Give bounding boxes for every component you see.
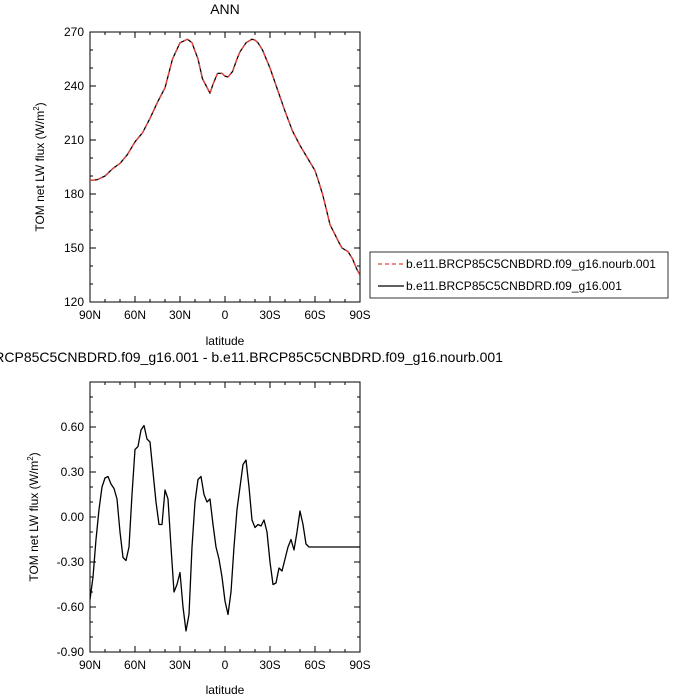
y-tick-label: 180 [64, 187, 84, 201]
top-series-layer [89, 38, 361, 276]
bottom-x-axis-label: latitude [206, 683, 245, 697]
x-tick-label: 60S [304, 308, 325, 322]
y-tick-label: 270 [64, 25, 84, 39]
legend: b.e11.BRCP85C5CNBDRD.f09_g16.nourb.001 b… [369, 251, 669, 299]
y-tick-label: 150 [64, 241, 84, 255]
bottom-y-axis-label-close: ) [27, 452, 41, 456]
legend-label-nourb: b.e11.BRCP85C5CNBDRD.f09_g16.nourb.001 [406, 257, 656, 271]
bottom-y-axis-label-sup: 2 [26, 456, 35, 461]
x-tick-label: 30S [259, 658, 280, 672]
top-x-ticks: 90N 60N 30N 0 30S 60S 90S [79, 32, 371, 322]
x-tick-label: 30N [169, 658, 191, 672]
series-line [89, 38, 361, 276]
y-tick-label: 0.60 [61, 420, 85, 434]
y-tick-label: 210 [64, 133, 84, 147]
top-y-axis-label-main: TOM net LW flux (W/m [33, 111, 47, 232]
bottom-series-layer [89, 424, 360, 632]
x-tick-label: 0 [222, 658, 229, 672]
top-y-axis-label-sup: 2 [32, 106, 41, 111]
x-tick-label: 90N [79, 658, 101, 672]
y-tick-label: -0.90 [57, 645, 85, 659]
y-tick-label: 0.30 [61, 465, 85, 479]
x-tick-label: 60N [124, 308, 146, 322]
x-tick-label: 60S [304, 658, 325, 672]
y-tick-label: 240 [64, 79, 84, 93]
legend-box [369, 251, 669, 299]
top-y-axis-label-close: ) [33, 102, 47, 106]
bottom-y-axis-label: TOM net LW flux (W/m2) [26, 452, 41, 581]
x-tick-label: 30N [169, 308, 191, 322]
bottom-chart: b.e11.BRCP85C5CNBDRD.f09_g16.001 - b.e11… [0, 349, 503, 697]
y-tick-label: 0.00 [61, 510, 85, 524]
x-tick-label: 90N [79, 308, 101, 322]
x-tick-label: 90S [349, 308, 370, 322]
legend-label-base: b.e11.BRCP85C5CNBDRD.f09_g16.001 [406, 279, 622, 293]
bottom-y-ticks: -0.90 -0.60 -0.30 0.00 0.30 0.60 [57, 381, 360, 659]
y-tick-label: 120 [64, 295, 84, 309]
series-line [89, 38, 361, 276]
x-tick-label: 90S [349, 658, 370, 672]
x-tick-label: 0 [222, 308, 229, 322]
x-tick-label: 30S [259, 308, 280, 322]
top-y-axis-label: TOM net LW flux (W/m2) [32, 102, 47, 231]
series-line [89, 424, 360, 632]
top-plot-frame [89, 31, 361, 303]
bottom-x-ticks: 90N 60N 30N 0 30S 60S 90S [79, 382, 371, 672]
bottom-y-axis-label-main: TOM net LW flux (W/m [27, 461, 41, 582]
top-chart: ANN 90N 60N 30N 0 30S 60S 90S 120 150 180 210 240 2… [32, 1, 371, 348]
bottom-chart-title: b.e11.BRCP85C5CNBDRD.f09_g16.001 - b.e11… [0, 349, 503, 365]
y-tick-label: -0.60 [57, 600, 85, 614]
top-chart-title: ANN [210, 1, 240, 17]
top-x-axis-label: latitude [206, 334, 245, 348]
top-y-ticks: 120 150 180 210 240 270 [64, 25, 360, 309]
y-tick-label: -0.30 [57, 555, 85, 569]
x-tick-label: 60N [124, 658, 146, 672]
